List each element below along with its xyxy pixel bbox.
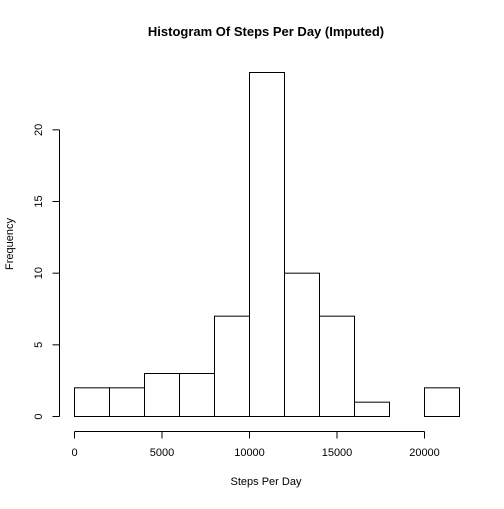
y-tick-label: 15: [33, 195, 45, 207]
x-tick-label: 5000: [150, 447, 174, 459]
histogram-bar: [284, 272, 320, 417]
bars-group: [74, 72, 460, 418]
histogram-bar: [249, 72, 285, 417]
histogram-bar: [319, 315, 355, 417]
y-axis: 0 5 10 15 20: [33, 124, 60, 420]
y-tick-label: 0: [33, 413, 45, 419]
y-tick-label: 20: [33, 124, 45, 136]
x-axis: 0 5000 10000 15000 20000: [71, 431, 440, 459]
histogram-bar: [109, 387, 145, 418]
histogram-bar: [179, 373, 215, 417]
chart-title: Histogram Of Steps Per Day (Imputed): [148, 24, 384, 39]
x-tick-label: 0: [71, 447, 77, 459]
histogram-bar: [354, 401, 390, 417]
histogram-bar: [424, 387, 460, 418]
x-tick-label: 20000: [409, 447, 440, 459]
x-tick-label: 10000: [234, 447, 265, 459]
histogram-bar: [214, 315, 250, 417]
histogram-bar: [74, 387, 110, 418]
y-tick-label: 10: [33, 267, 45, 279]
y-axis-label: Frequency: [4, 218, 16, 270]
histogram-bar: [144, 373, 180, 417]
x-tick-label: 15000: [322, 447, 353, 459]
y-tick-label: 5: [33, 342, 45, 348]
x-axis-label: Steps Per Day: [231, 476, 302, 488]
